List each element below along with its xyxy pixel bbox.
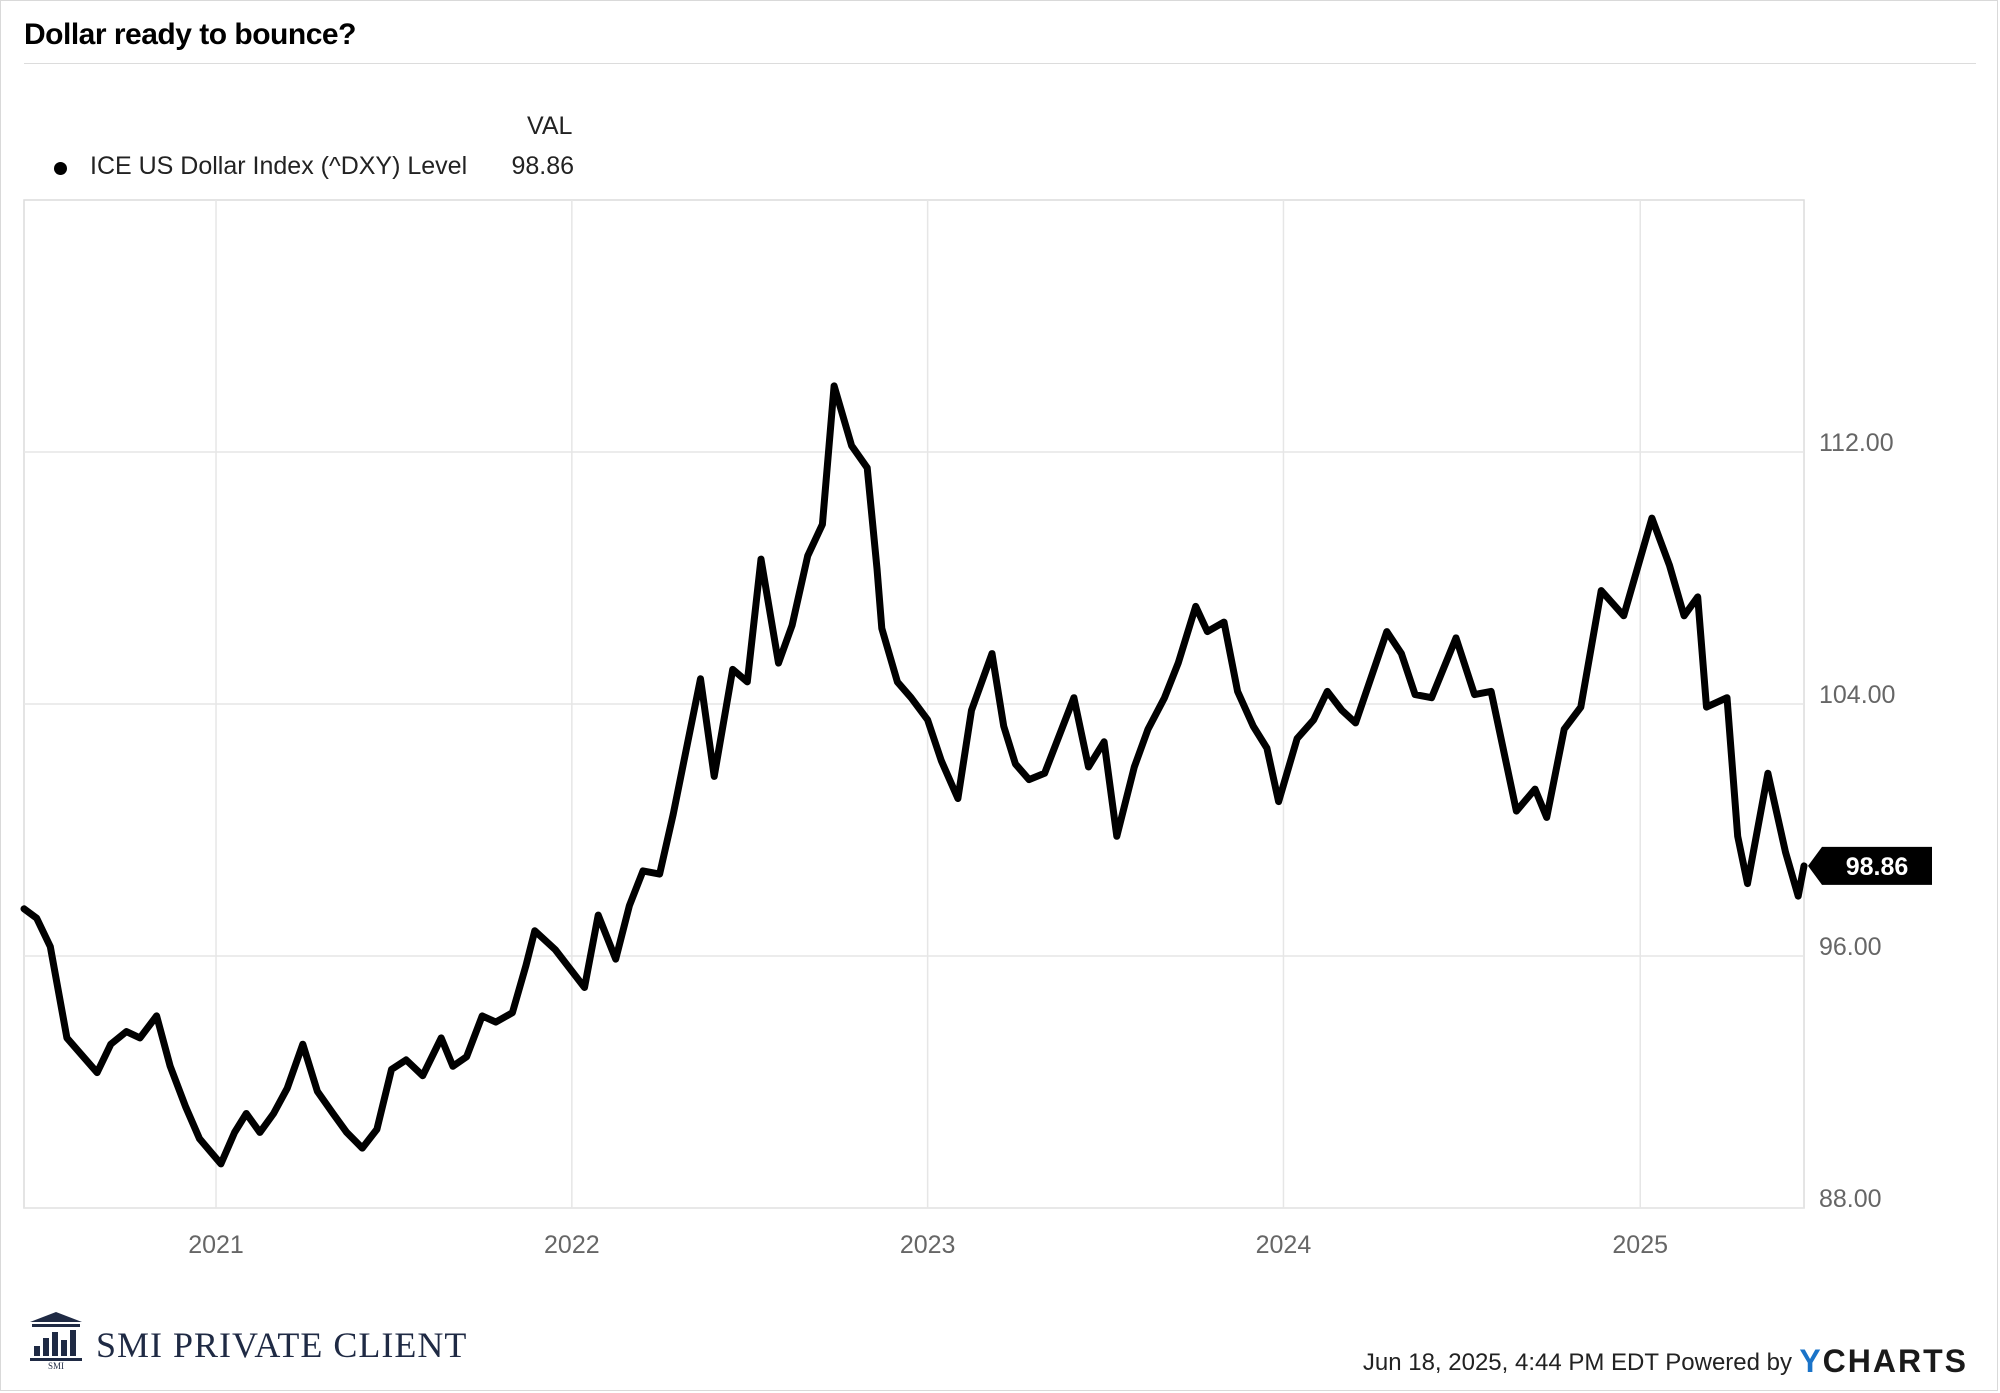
ycharts-logo-y: Y [1799, 1343, 1823, 1379]
timestamp-powered-by: Jun 18, 2025, 4:44 PM EDT Powered by [1362, 1349, 1792, 1376]
x-tick-label: 2023 [900, 1231, 956, 1259]
brand-mark-icon: SMI [30, 1312, 82, 1371]
brand-logo: SMI SMI PRIVATE CLIENT [24, 1310, 504, 1371]
x-tick-label: 2025 [1612, 1231, 1668, 1259]
brand-mark-text: SMI [48, 1361, 64, 1370]
legend-series-value: 98.86 [511, 152, 574, 180]
y-tick-label: 88.00 [1819, 1185, 1882, 1213]
x-tick-label: 2024 [1256, 1231, 1312, 1259]
last-value-flag: 98.86 [1808, 846, 1932, 885]
y-gridlines [24, 451, 1804, 1209]
last-value-label: 98.86 [1846, 853, 1909, 881]
x-tick-label: 2021 [188, 1231, 244, 1259]
last-value-flag-shape [1808, 846, 1932, 885]
legend-dot-icon [54, 162, 67, 175]
y-axis-labels: 88.00 96.00 104.00 112.00 [1819, 429, 1895, 1213]
ycharts-logo-rest: CHARTS [1822, 1343, 1968, 1379]
legend-column-header: VAL [527, 112, 573, 140]
legend-entry[interactable]: ICE US Dollar Index (^DXY) Level 98.86 [52, 152, 592, 182]
legend-series-name: ICE US Dollar Index (^DXY) Level [90, 152, 468, 180]
x-axis-labels: 2021 2022 2023 2024 2025 [188, 1231, 1668, 1259]
y-tick-label: 112.00 [1819, 429, 1894, 457]
y-tick-label: 104.00 [1819, 681, 1895, 709]
x-tick-label: 2022 [544, 1231, 600, 1259]
series-line-dxy[interactable] [20, 382, 1808, 1168]
chart-title: Dollar ready to bounce? [24, 18, 356, 51]
title-divider [24, 63, 1976, 64]
ycharts-logo[interactable]: YCHARTS [1799, 1343, 1968, 1380]
brand-name: SMI PRIVATE CLIENT [96, 1325, 468, 1365]
y-tick-label: 96.00 [1819, 933, 1882, 961]
